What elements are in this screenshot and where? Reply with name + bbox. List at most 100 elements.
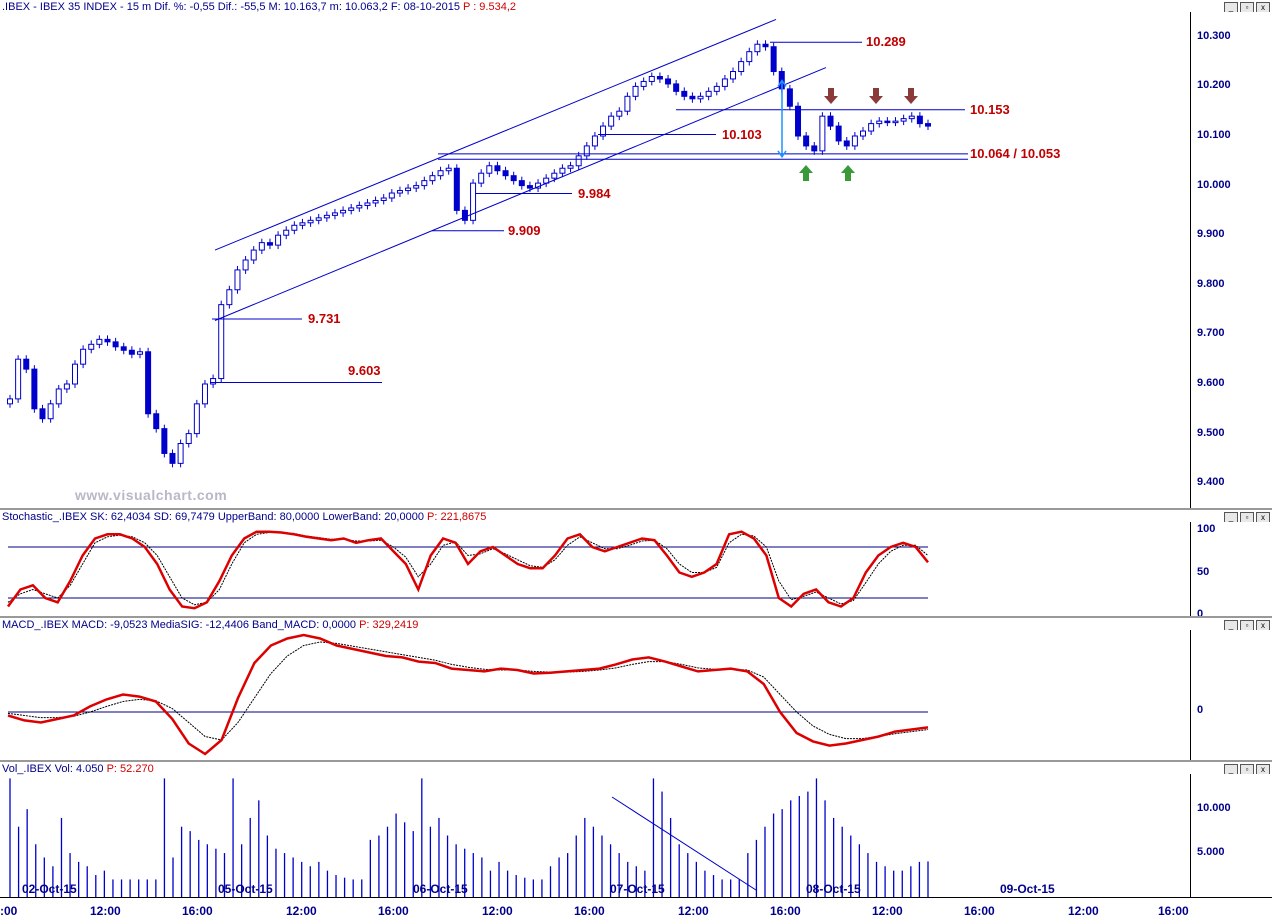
candle-body: [583, 145, 590, 157]
price-tick-3: 10.000: [1197, 178, 1231, 191]
date-label-1: 05-Oct-15: [218, 882, 273, 896]
candle-body: [291, 224, 298, 231]
candle-body: [104, 338, 111, 343]
volume-header: Vol_.IBEX Vol: 4.050 P: 52.270: [0, 762, 1190, 776]
level-label-3: 10.064 / 10.053: [970, 145, 1061, 161]
time-label-4: 16:00: [378, 904, 409, 918]
up-arrow-icon: [841, 165, 855, 181]
candle-body: [868, 123, 875, 132]
candle-body: [795, 105, 802, 137]
candle-body: [559, 167, 566, 174]
price-header-label: .IBEX - IBEX 35 INDEX - 15 m Dif. %: -0,…: [2, 1, 460, 13]
candle-body: [453, 167, 460, 211]
candle-body: [608, 115, 615, 127]
candle-body: [860, 130, 867, 137]
down-arrow-icon: [869, 88, 883, 104]
time-label-8: 16:00: [770, 904, 801, 918]
time-label-12: 16:00: [1158, 904, 1189, 918]
volume-tick-0: 10.000: [1197, 802, 1231, 815]
candle-body: [88, 343, 95, 350]
stochastic-tick-1: 50: [1197, 565, 1210, 578]
candle-body: [900, 118, 907, 122]
candle-body: [689, 95, 696, 100]
level-label-7: 9.603: [348, 362, 381, 378]
volume-header-label: Vol_.IBEX Vol: 4.050: [2, 763, 104, 775]
candle-body: [128, 349, 135, 355]
candle-body: [892, 120, 899, 124]
candle-body: [478, 172, 485, 184]
candle-body: [754, 43, 761, 53]
macd-window-buttons: _ ▫ x: [1224, 620, 1270, 632]
candle-body: [851, 135, 858, 147]
candle-body: [600, 125, 607, 137]
candle-body: [201, 383, 208, 405]
candle-body: [762, 43, 769, 48]
candle-body: [380, 197, 387, 201]
candle-body: [31, 368, 38, 410]
minimize-button[interactable]: _: [1224, 2, 1238, 14]
candle-body: [486, 165, 493, 174]
candle-body: [323, 214, 330, 219]
candle-body: [283, 229, 290, 236]
candle-body: [388, 192, 395, 199]
time-label-10: 16:00: [964, 904, 995, 918]
level-label-2: 10.103: [722, 126, 762, 142]
candle-body: [648, 75, 655, 82]
candle-body: [299, 222, 306, 226]
price-tick-8: 9.500: [1197, 426, 1225, 439]
volume-trend-line: [611, 796, 757, 891]
candle-body: [210, 378, 217, 385]
candle-body: [80, 348, 87, 365]
volume-tick-1: 5.000: [1197, 846, 1225, 859]
price-tick-5: 9.800: [1197, 277, 1225, 290]
macd-panel: MACD_.IBEX MACD: -9,0523 MediaSIG: -12,4…: [0, 618, 1272, 760]
candle-body: [567, 165, 574, 169]
time-label-11: 12:00: [1068, 904, 1099, 918]
candle-body: [925, 123, 931, 127]
candle-body: [39, 408, 46, 420]
candle-body: [632, 85, 639, 97]
measure-arrow-head: [777, 79, 787, 87]
candle-body: [681, 90, 688, 97]
candle-body: [356, 204, 363, 209]
candle-body: [153, 413, 160, 430]
price-axis: 10.300 10.200 10.100 10.000 9.900 9.800 9.700 9…: [1190, 12, 1272, 508]
candle-body: [673, 83, 680, 92]
macd-header: MACD_.IBEX MACD: -9,0523 MediaSIG: -12,4…: [0, 618, 1190, 632]
candle-body: [665, 78, 672, 85]
stochastic-axis: 100 50 0: [1190, 522, 1272, 620]
price-tick-7: 9.600: [1197, 377, 1225, 389]
candle-body: [348, 207, 355, 211]
volume-header-p: P: 52.270: [106, 763, 154, 775]
time-label-1: 12:00: [90, 904, 121, 918]
candle-body: [738, 61, 745, 73]
time-label-9: 12:00: [872, 904, 903, 918]
close-button[interactable]: x: [1256, 764, 1270, 776]
up-arrow-icon: [799, 165, 813, 181]
candle-body: [884, 120, 891, 124]
macd-tick-0: 0: [1197, 704, 1204, 716]
candle-body: [307, 219, 314, 224]
candle-body: [275, 234, 282, 246]
time-label-3: 12:00: [286, 904, 317, 918]
candle-body: [526, 185, 533, 189]
candle-body: [161, 428, 168, 454]
candle-body: [47, 403, 54, 420]
candle-body: [242, 259, 249, 271]
candle-body: [510, 175, 517, 182]
candle-body: [705, 90, 712, 97]
time-label-5: 12:00: [482, 904, 513, 918]
candle-body: [770, 46, 777, 73]
date-label-2: 06-Oct-15: [413, 882, 468, 896]
date-label-5: 09-Oct-15: [1000, 882, 1055, 896]
volume-chart: [9, 778, 929, 897]
candle-body: [746, 51, 753, 63]
candle-body: [421, 180, 428, 187]
candle-body: [96, 338, 103, 345]
price-panel: .IBEX - IBEX 35 INDEX - 15 m Dif. %: -0,…: [0, 0, 1272, 508]
channel-upper-line: [214, 18, 777, 251]
date-label-3: 07-Oct-15: [610, 882, 665, 896]
candle-body: [551, 172, 558, 179]
candle-body: [266, 242, 273, 246]
stochastic-header: Stochastic_.IBEX SK: 62,4034 SD: 69,7479…: [0, 510, 1190, 524]
